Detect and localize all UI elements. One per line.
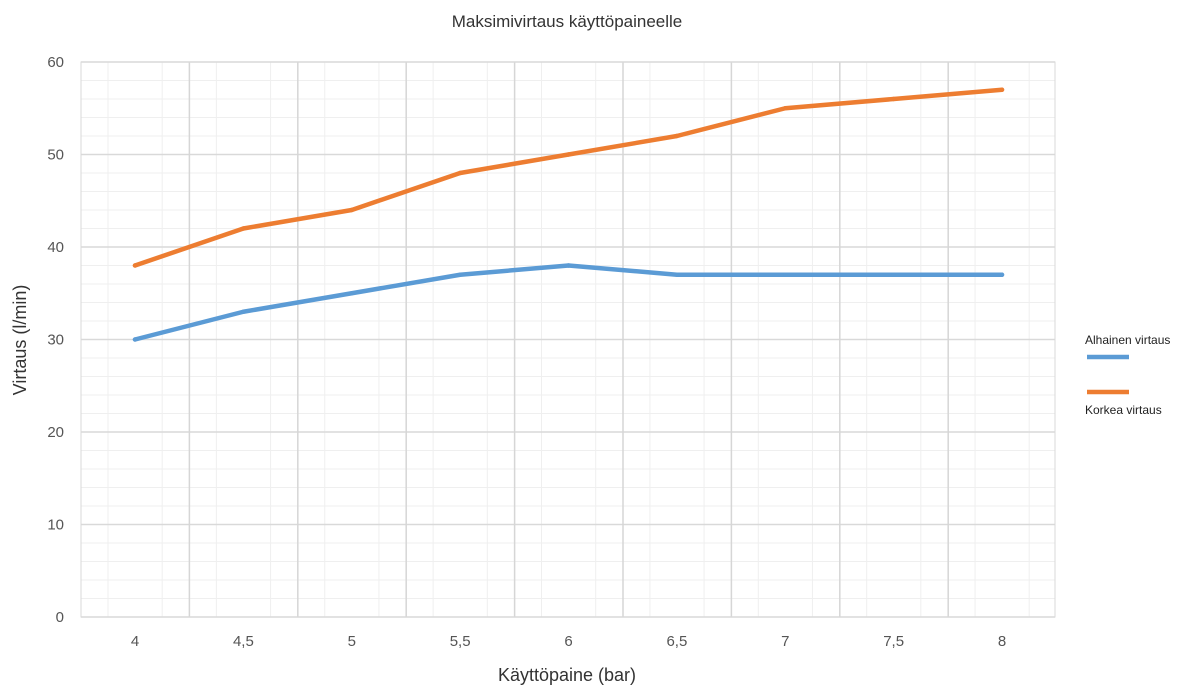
y-tick-label: 40 [47, 239, 64, 256]
major-gridlines [81, 61, 1055, 618]
y-tick-label: 0 [56, 609, 64, 626]
chart-title: Maksimivirtaus käyttöpaineelle [452, 12, 683, 31]
data-point [566, 152, 571, 157]
data-point [132, 337, 138, 342]
x-tick-label: 6 [564, 633, 572, 650]
y-axis-label: Virtaus (l/min) [10, 285, 30, 396]
data-point [999, 272, 1005, 277]
data-point [891, 272, 896, 277]
x-axis-label: Käyttöpaine (bar) [498, 665, 636, 685]
data-point [783, 272, 788, 277]
y-tick-label: 50 [47, 147, 64, 164]
data-point [674, 133, 680, 139]
x-tick-label: 5,5 [450, 633, 471, 650]
legend: Alhainen virtaus Korkea virtaus [1085, 333, 1170, 417]
y-tick-label: 60 [47, 54, 64, 71]
legend-label-2: Korkea virtaus [1085, 403, 1162, 417]
y-tick-label: 10 [47, 517, 64, 534]
data-point [674, 272, 680, 277]
y-tick-label: 20 [47, 424, 64, 441]
data-point [566, 263, 571, 268]
y-tick-label: 30 [47, 332, 64, 349]
data-point [349, 207, 354, 213]
data-point [891, 96, 896, 102]
series-layer [132, 87, 1005, 342]
data-point [349, 291, 354, 296]
x-tick-label: 5 [348, 633, 356, 650]
data-point [241, 309, 246, 314]
plot-area-frame [80, 61, 1056, 618]
data-point [783, 106, 788, 111]
x-axis-ticks: 4 4,5 5 5,5 6 6,5 7 7,5 8 [131, 633, 1006, 650]
data-point [132, 263, 138, 268]
x-tick-label: 6,5 [666, 633, 687, 650]
x-tick-label: 8 [998, 633, 1006, 650]
x-tick-label: 7 [781, 633, 789, 650]
x-tick-label: 7,5 [883, 633, 904, 650]
data-point [457, 170, 463, 176]
data-point [999, 87, 1005, 92]
y-axis-ticks: 0 10 20 30 40 50 60 [47, 54, 64, 626]
legend-label-1: Alhainen virtaus [1085, 333, 1170, 347]
x-tick-label: 4 [131, 633, 139, 650]
x-tick-label: 4,5 [233, 633, 254, 650]
data-point [457, 272, 463, 277]
data-point [241, 226, 246, 231]
series-line-2 [132, 87, 1005, 268]
